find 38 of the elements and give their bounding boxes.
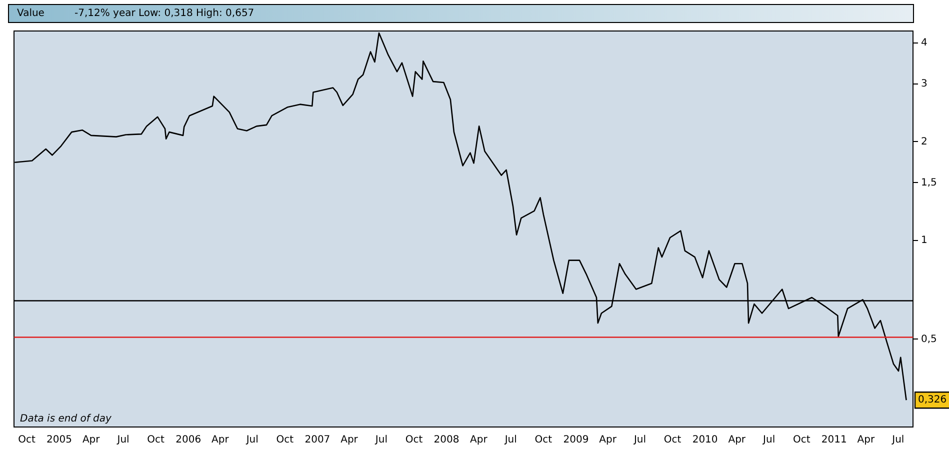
y-tick-label: 2: [921, 136, 928, 148]
x-tick-label: Oct: [534, 434, 552, 446]
annotation: 0,326: [918, 394, 947, 406]
x-tick-label: Apr: [857, 434, 876, 446]
x-tick-label: 2007: [304, 434, 330, 446]
x-tick-label: Oct: [276, 434, 294, 446]
x-tick-label: Oct: [18, 434, 36, 446]
x-tick-label: Jul: [891, 434, 904, 446]
x-tick-label: Oct: [792, 434, 810, 446]
y-tick-label: 1: [921, 235, 928, 246]
y-tick-label: 0,5: [921, 334, 937, 345]
x-tick-label: Jul: [762, 434, 776, 446]
x-tick-label: Oct: [405, 434, 423, 446]
x-tick-label: 2010: [692, 434, 718, 446]
y-tick-label: 1,5: [921, 177, 937, 188]
x-tick-label: Jul: [504, 434, 517, 446]
text: -7,12% year Low: 0,318 High: 0,657: [74, 8, 254, 19]
x-tick-label: 2006: [176, 434, 202, 446]
x-tick-label: Apr: [82, 434, 101, 446]
x-tick-label: Apr: [599, 434, 618, 446]
x-tick-label: 2008: [434, 434, 460, 446]
x-tick-label: 2009: [563, 434, 589, 446]
y-tick-label: 4: [921, 38, 928, 49]
x-tick-label: Oct: [664, 434, 682, 446]
x-tick-label: Apr: [340, 434, 359, 446]
x-tick-label: 2005: [46, 434, 72, 446]
x-tick-label: 2011: [821, 434, 847, 446]
x-tick-label: Apr: [470, 434, 488, 446]
x-tick-label: Oct: [147, 434, 165, 446]
x-tick-label: Apr: [728, 434, 746, 446]
x-tick-label: Apr: [212, 434, 230, 446]
x-tick-label: Jul: [116, 434, 130, 446]
annotation: Data is end of day: [20, 414, 113, 425]
x-tick-label: Jul: [245, 434, 258, 446]
x-tick-label: Jul: [374, 434, 388, 446]
x-tick-label: Jul: [632, 434, 646, 446]
y-tick-label: 3: [921, 78, 928, 90]
chart-title: Value: [17, 8, 44, 19]
